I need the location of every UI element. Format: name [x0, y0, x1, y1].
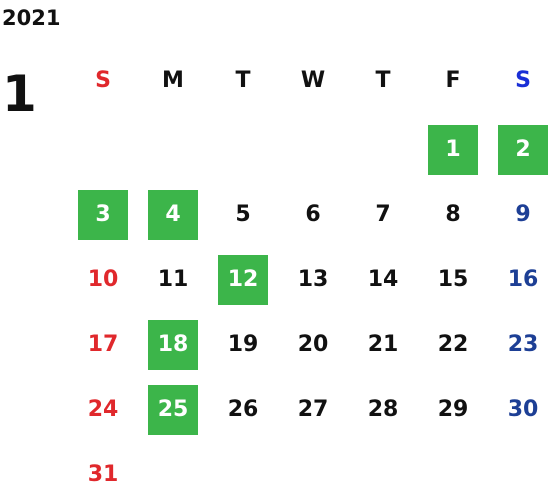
calendar-day-24[interactable]: 24 [87, 397, 119, 422]
calendar-day-26[interactable]: 26 [227, 397, 259, 422]
weekday-header-sat: S [515, 68, 531, 93]
calendar-day-11[interactable]: 11 [157, 267, 189, 292]
calendar-day-12[interactable]: 12 [218, 255, 268, 305]
calendar-day-2[interactable]: 2 [498, 125, 548, 175]
calendar-day-14[interactable]: 14 [367, 267, 399, 292]
calendar-day-19[interactable]: 19 [227, 332, 259, 357]
year-label: 2021 [2, 6, 61, 30]
calendar-day-7[interactable]: 7 [375, 202, 391, 227]
calendar-day-1[interactable]: 1 [428, 125, 478, 175]
weekday-header-sun: S [95, 68, 111, 93]
month-label: 1 [2, 65, 37, 123]
calendar-day-20[interactable]: 20 [297, 332, 329, 357]
calendar-day-6[interactable]: 6 [305, 202, 321, 227]
calendar-day-5[interactable]: 5 [235, 202, 251, 227]
weekday-header-mon: M [162, 68, 184, 93]
calendar-day-22[interactable]: 22 [437, 332, 469, 357]
calendar-day-28[interactable]: 28 [367, 397, 399, 422]
calendar-day-23[interactable]: 23 [507, 332, 539, 357]
calendar-day-4[interactable]: 4 [148, 190, 198, 240]
weekday-header-tue: T [235, 68, 251, 93]
calendar-day-8[interactable]: 8 [445, 202, 461, 227]
calendar-day-10[interactable]: 10 [87, 267, 119, 292]
calendar-day-27[interactable]: 27 [297, 397, 329, 422]
calendar-day-29[interactable]: 29 [437, 397, 469, 422]
calendar-day-13[interactable]: 13 [297, 267, 329, 292]
calendar-day-30[interactable]: 30 [507, 397, 539, 422]
calendar-day-31[interactable]: 31 [87, 462, 119, 487]
calendar-day-16[interactable]: 16 [507, 267, 539, 292]
calendar-day-21[interactable]: 21 [367, 332, 399, 357]
calendar-day-9[interactable]: 9 [515, 202, 531, 227]
calendar-day-15[interactable]: 15 [437, 267, 469, 292]
calendar-day-3[interactable]: 3 [78, 190, 128, 240]
calendar-day-18[interactable]: 18 [148, 320, 198, 370]
weekday-header-wed: W [300, 68, 326, 93]
calendar-day-25[interactable]: 25 [148, 385, 198, 435]
calendar-day-17[interactable]: 17 [87, 332, 119, 357]
weekday-header-thu: T [375, 68, 391, 93]
weekday-header-fri: F [445, 68, 461, 93]
